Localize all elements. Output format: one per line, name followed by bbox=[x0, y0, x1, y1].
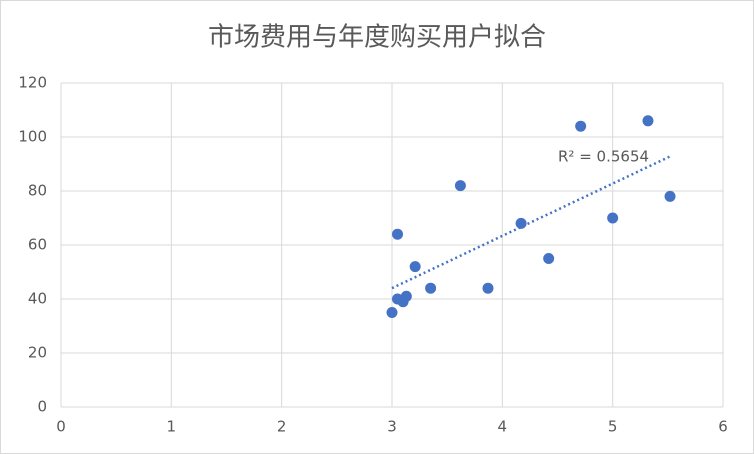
y-tick-label: 80 bbox=[28, 182, 47, 200]
point bbox=[400, 290, 412, 302]
y-tick-label: 100 bbox=[18, 128, 47, 146]
point bbox=[543, 253, 555, 264]
point bbox=[482, 282, 494, 294]
point bbox=[575, 120, 587, 132]
x-tick-label: 3 bbox=[387, 418, 397, 436]
x-tick-label: 6 bbox=[718, 418, 728, 436]
point bbox=[515, 217, 527, 229]
y-tick-label: 40 bbox=[28, 290, 47, 308]
x-tick-label: 1 bbox=[167, 418, 177, 436]
trendline bbox=[391, 155, 671, 290]
point bbox=[386, 307, 398, 318]
x-tick-label: 2 bbox=[277, 418, 287, 436]
x-tick-label: 5 bbox=[608, 418, 618, 436]
point bbox=[642, 115, 654, 127]
point bbox=[392, 228, 404, 240]
point bbox=[425, 282, 437, 294]
chart-title: 市场费用与年度购买用户拟合 bbox=[208, 23, 546, 53]
y-tick-label: 60 bbox=[28, 236, 47, 254]
point bbox=[607, 212, 619, 224]
y-tick-label: 20 bbox=[28, 344, 47, 362]
y-tick-label: 0 bbox=[37, 398, 47, 416]
x-tick-label: 0 bbox=[56, 418, 66, 436]
x-tick-label: 4 bbox=[498, 418, 508, 436]
point bbox=[454, 180, 466, 192]
annotation: R² = 0.5654 bbox=[558, 148, 649, 166]
y-tick-label: 120 bbox=[18, 74, 47, 92]
point bbox=[664, 190, 676, 202]
point bbox=[409, 261, 421, 273]
